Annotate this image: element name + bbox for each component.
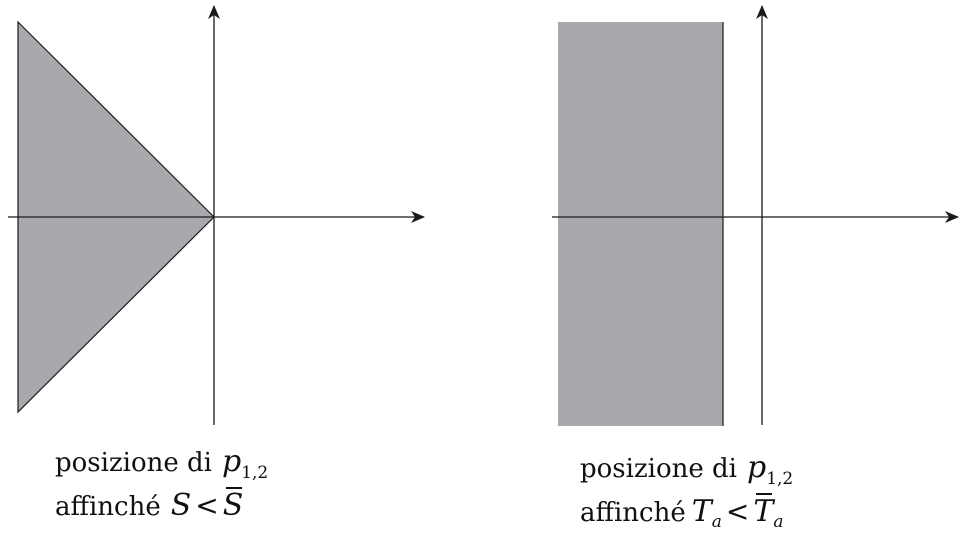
right-caption-pole-symbol: p (746, 450, 767, 485)
right-caption-position-text: posizione di (580, 454, 737, 484)
left-caption-line-1: posizione di p1,2 (55, 442, 268, 486)
left-caption-position-text: posizione di (55, 448, 212, 478)
left-caption-pole-subscript: 1,2 (241, 463, 269, 483)
right-caption-lhs: T (691, 494, 712, 529)
right-stable-strip (558, 22, 723, 426)
right-caption-relation: < (725, 495, 750, 528)
right-caption-line-2: affinché Ta < Ta (580, 492, 793, 536)
left-caption-condition-text: affinché (55, 492, 161, 522)
right-caption-condition-text: affinché (580, 498, 686, 528)
right-caption: posizione di p1,2 affinché Ta < Ta (580, 448, 793, 536)
left-caption: posizione di p1,2 affinché S < S (55, 442, 268, 527)
right-caption-pole-subscript: 1,2 (766, 469, 794, 489)
right-caption-rhs-subscript: a (773, 512, 784, 532)
left-caption-pole-symbol: p (221, 444, 242, 479)
left-caption-line-2: affinché S < S (55, 486, 268, 527)
right-panel (552, 5, 959, 426)
right-caption-line-1: posizione di p1,2 (580, 448, 793, 492)
left-caption-relation: < (195, 489, 219, 522)
right-caption-rhs-bar: T (753, 492, 773, 532)
left-caption-lhs: S (170, 488, 192, 523)
left-panel (8, 5, 425, 425)
left-caption-rhs-bar: S (223, 486, 243, 526)
right-caption-lhs-subscript: a (711, 512, 722, 532)
